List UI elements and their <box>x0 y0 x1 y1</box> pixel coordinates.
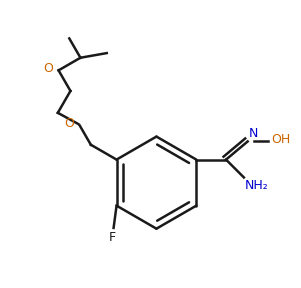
Text: O: O <box>43 62 53 75</box>
Text: N: N <box>249 127 258 140</box>
Text: OH: OH <box>271 133 290 147</box>
Text: F: F <box>109 232 116 245</box>
Text: NH₂: NH₂ <box>244 179 268 192</box>
Text: O: O <box>64 118 74 130</box>
